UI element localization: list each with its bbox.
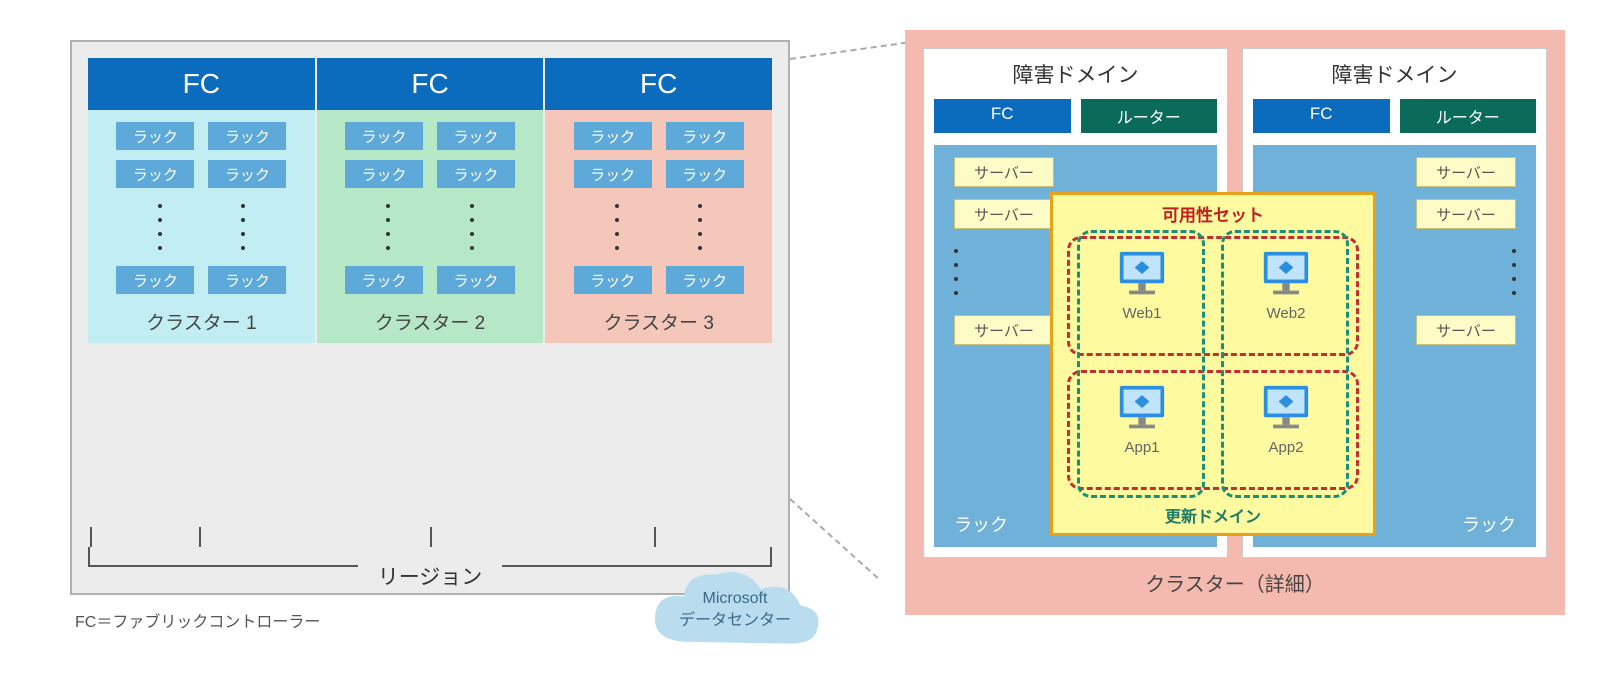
fc-box: FC <box>545 58 772 110</box>
rack: ラック <box>116 266 194 294</box>
rack: ラック <box>116 160 194 188</box>
rack: ラック <box>574 122 652 150</box>
fc-small: FC <box>934 99 1071 133</box>
fc-footnote: FC＝ファブリックコントローラー <box>75 608 320 632</box>
cluster-label: クラスター 3 <box>555 308 762 335</box>
rack: ラック <box>208 122 286 150</box>
region-panel: FC FC FC ラック ラック ラック ラック ラック ラック クラスター 1… <box>70 40 790 595</box>
vm: App2 <box>1221 384 1351 456</box>
rack: ラック <box>116 122 194 150</box>
cluster-detail-label: クラスター（詳細） <box>923 568 1547 597</box>
server: サーバー <box>954 315 1054 345</box>
fault-domain-title: 障害ドメイン <box>1332 59 1458 89</box>
rack-label: ラック <box>954 511 1008 541</box>
region-label: リージョン <box>358 561 503 591</box>
rack-label: ラック <box>1462 511 1516 541</box>
cluster-label: クラスター 1 <box>98 308 305 335</box>
fc-row: FC FC FC <box>72 42 788 110</box>
rack: ラック <box>666 122 744 150</box>
vm: App1 <box>1077 384 1207 456</box>
rack: ラック <box>574 266 652 294</box>
router: ルーター <box>1081 99 1218 133</box>
cloud-icon: Microsoftデータセンター <box>640 560 830 660</box>
vm-label: Web2 <box>1221 305 1351 322</box>
update-domain-label: 更新ドメイン <box>1053 503 1373 527</box>
vm-grid: Web1 Web2 App1 App2 <box>1053 230 1373 510</box>
cluster-label: クラスター 2 <box>327 308 534 335</box>
fc-small: FC <box>1253 99 1390 133</box>
vm-label: Web1 <box>1077 305 1207 322</box>
rack: ラック <box>208 266 286 294</box>
vm: Web2 <box>1221 250 1351 322</box>
availability-set: 可用性セット Web1 Web2 App1 App2 更新ドメイン <box>1050 192 1376 536</box>
rack: ラック <box>666 160 744 188</box>
rack: ラック <box>345 266 423 294</box>
vm: Web1 <box>1077 250 1207 322</box>
fc-box: FC <box>317 58 546 110</box>
rack: ラック <box>345 160 423 188</box>
cluster: ラック ラック ラック ラック ラック ラック クラスター 2 <box>317 110 546 343</box>
vm-icon <box>1258 384 1314 432</box>
fault-domain-title: 障害ドメイン <box>1013 59 1139 89</box>
rack: ラック <box>437 266 515 294</box>
rack: ラック <box>208 160 286 188</box>
clusters-row: ラック ラック ラック ラック ラック ラック クラスター 1 ラック ラック … <box>72 110 788 343</box>
vm-icon <box>1114 384 1170 432</box>
cloud-text: Microsoftデータセンター <box>640 588 830 633</box>
rack: ラック <box>437 122 515 150</box>
vm-icon <box>1258 250 1314 298</box>
cluster: ラック ラック ラック ラック ラック ラック クラスター 3 <box>545 110 772 343</box>
server: サーバー <box>1416 199 1516 229</box>
rack: ラック <box>437 160 515 188</box>
server: サーバー <box>1416 315 1516 345</box>
rack: ラック <box>666 266 744 294</box>
availability-set-title: 可用性セット <box>1053 201 1373 226</box>
server: サーバー <box>954 157 1054 187</box>
vm-icon <box>1114 250 1170 298</box>
rack: ラック <box>345 122 423 150</box>
vm-label: App1 <box>1077 439 1207 456</box>
cluster: ラック ラック ラック ラック ラック ラック クラスター 1 <box>88 110 317 343</box>
rack: ラック <box>574 160 652 188</box>
fc-box: FC <box>88 58 317 110</box>
server: サーバー <box>954 199 1054 229</box>
router: ルーター <box>1400 99 1537 133</box>
connector-line <box>790 42 907 60</box>
server: サーバー <box>1416 157 1516 187</box>
vm-label: App2 <box>1221 439 1351 456</box>
